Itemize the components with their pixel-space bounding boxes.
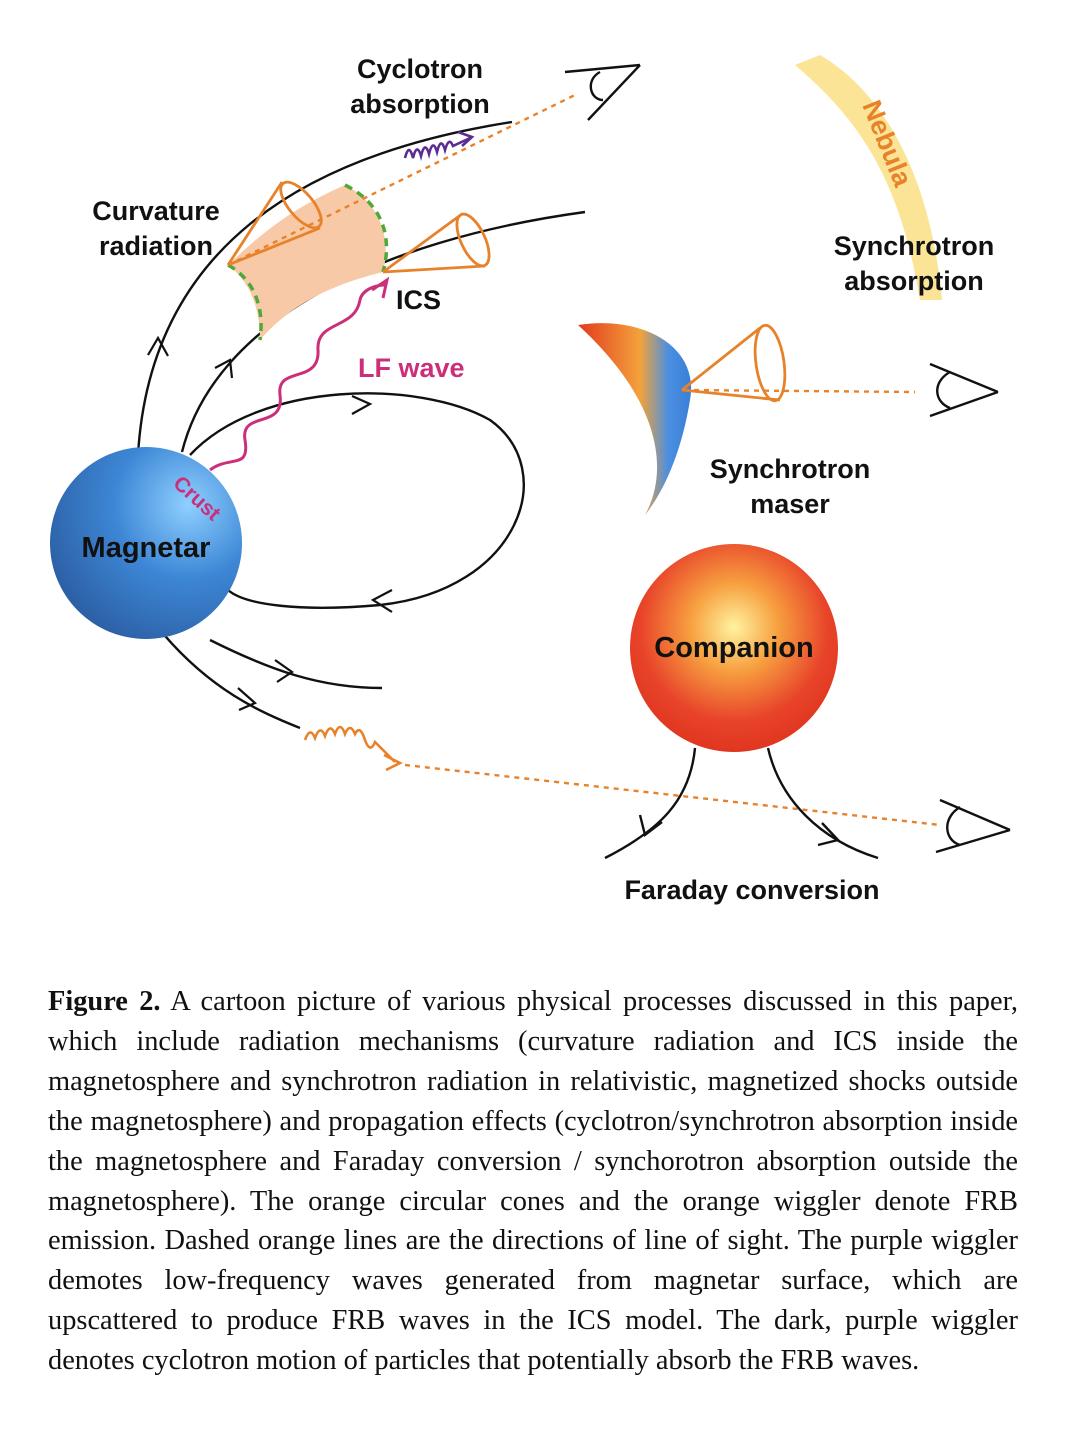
companion-label: Companion (654, 632, 814, 664)
los-faraday (404, 763, 941, 827)
physical-processes-diagram: Nebula Cyclot (50, 54, 1011, 905)
cyclotron-absorption-label-1: Cyclotron (357, 54, 483, 84)
field-line-arrows (147, 335, 393, 712)
maser-cone (681, 323, 787, 403)
lf-wave-wiggler (209, 276, 390, 472)
magnetar-label: Magnetar (82, 532, 211, 564)
eye-icon-bottom (935, 798, 1011, 854)
figure-caption-label: Figure 2. (48, 986, 161, 1017)
green-boundaries (227, 183, 389, 341)
curvature-radiation-label-2: radiation (99, 231, 213, 261)
field-line-lower (209, 638, 383, 690)
magnetar-sphere (50, 447, 242, 639)
figure-caption: Figure 2. A cartoon picture of various p… (48, 982, 1018, 1381)
synchrotron-maser-label-2: maser (750, 489, 830, 519)
los-maser (683, 388, 916, 394)
ics-label: ICS (396, 285, 441, 315)
curvature-radiation-label-1: Curvature (92, 196, 220, 226)
eye-icon-top (564, 63, 641, 121)
ics-cone (382, 212, 491, 274)
figure-caption-text: A cartoon picture of various physical pr… (48, 986, 1019, 1377)
emission-region (228, 185, 386, 340)
curvature-cone (226, 180, 323, 267)
field-line-loop (189, 392, 525, 609)
los-cyclotron (227, 93, 576, 267)
faraday-conversion-label: Faraday conversion (624, 875, 879, 905)
cyclotron-absorption-label-2: absorption (350, 89, 490, 119)
magnetosphere-field-lines (136, 120, 586, 730)
maser-shock (578, 323, 692, 515)
synchrotron-absorption-label-2: absorption (844, 266, 984, 296)
field-line-bottom (159, 629, 301, 730)
lf-wave-label: LF wave (358, 353, 465, 383)
field-line-outer (136, 120, 513, 456)
nebula-label: Nebula (856, 96, 918, 192)
synchrotron-maser-label-1: Synchrotron (710, 454, 871, 484)
companion-field-lines (604, 747, 879, 860)
nebula-band (795, 55, 942, 300)
cyclotron-wiggler (403, 130, 475, 162)
frb-wiggler (303, 725, 403, 772)
synchrotron-absorption-label-1: Synchrotron (834, 231, 995, 261)
eye-icon-middle (929, 362, 999, 418)
companion-star (630, 544, 838, 752)
